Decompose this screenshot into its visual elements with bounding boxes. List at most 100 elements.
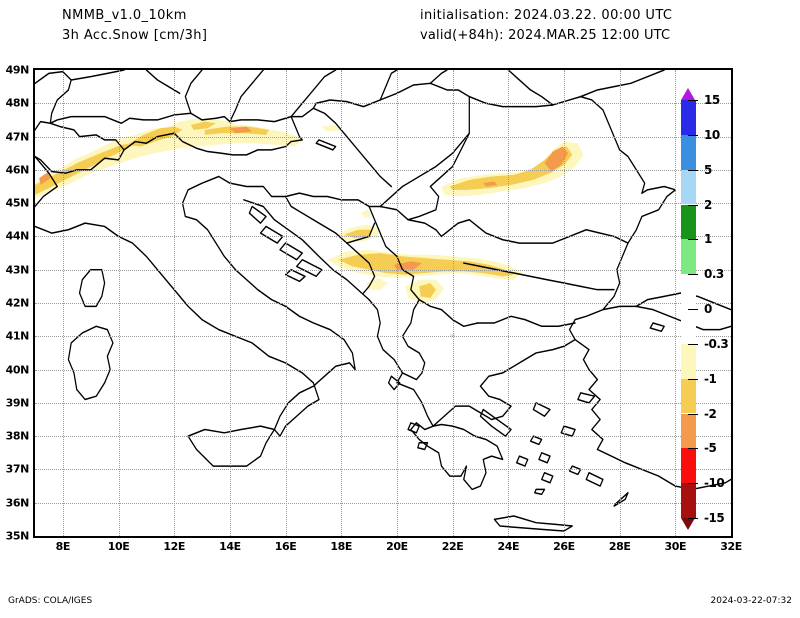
lon-tick-30E: 30E	[664, 540, 687, 553]
snow-area-slovakia	[321, 124, 342, 132]
header: NMMB_v1.0_10km 3h Acc.Snow [cm/3h] initi…	[0, 0, 800, 56]
colorbar-tick-3: 2	[704, 197, 712, 212]
initialisation-line: initialisation: 2024.03.22. 00:00 UTC	[420, 8, 673, 23]
snow-area-carpathians-mid	[449, 146, 573, 190]
gridline-lat-45	[35, 203, 731, 205]
gridline-lat-44	[35, 236, 731, 238]
colorbar-tickmark-0	[688, 100, 698, 101]
colorbar-tick-4: 1	[704, 232, 712, 247]
snow-area-alps-hot	[39, 171, 51, 185]
snow-area-alps-hot-2	[229, 126, 253, 134]
grads-credit: GrADS: COLA/IGES	[8, 596, 93, 606]
lon-tick-16E: 16E	[274, 540, 297, 553]
colorbar-tick-7: -0.3	[704, 336, 729, 351]
lon-tick-14E: 14E	[219, 540, 241, 553]
gridline-lat-39	[35, 402, 731, 404]
colorbar-band-10_to_15[interactable]	[681, 100, 696, 135]
colorbar-tick-10: -5	[704, 441, 717, 456]
snow-area-alps-halo	[35, 124, 303, 199]
gridline-lat-40	[35, 369, 731, 371]
snow-area-hungary-dot	[360, 209, 372, 219]
colorbar-band--2_to_-1[interactable]	[681, 378, 696, 414]
colorbar-band-0_to_0_3[interactable]	[681, 274, 696, 309]
render-timestamp: 2024-03-22-07:32	[710, 596, 793, 606]
lon-tick-22E: 22E	[441, 540, 464, 553]
colorbar-tickmark-12	[688, 518, 698, 519]
gridline-lat-38	[35, 436, 731, 438]
colorbar-tickmark-4	[688, 239, 698, 241]
longitude-axis: 8E 10E 12E 14E 16E 18E 20E 22E 24E 26E 28E 30E 32E	[33, 540, 743, 560]
lat-tick-46N: 46N	[5, 163, 30, 177]
lat-tick-43N: 43N	[5, 263, 30, 277]
colorbar-band--0_3_to_0[interactable]	[681, 309, 696, 344]
colorbar-tick-8: -1	[704, 371, 717, 386]
colorbar-band-2_to_5[interactable]	[681, 169, 696, 205]
lon-tick-32E: 32E	[720, 540, 742, 553]
lon-tick-8E: 8E	[55, 540, 71, 553]
colorbar-tickmark-3	[688, 204, 698, 206]
colorbar-tick-12: -15	[704, 511, 725, 525]
colorbar-band--5_to_-2[interactable]	[681, 413, 696, 449]
snow-area-bosnia-core	[344, 229, 372, 239]
colorbar-arrow-bottom	[681, 518, 695, 530]
gridline-lat-46	[35, 169, 731, 171]
lon-tick-26E: 26E	[553, 540, 575, 553]
colorbar-tick-6: 0	[704, 302, 712, 316]
lon-tick-28E: 28E	[608, 540, 631, 553]
lon-tick-18E: 18E	[330, 540, 353, 553]
colorbar-tickmark-1	[688, 134, 698, 136]
colorbar-tickmark-10	[688, 448, 698, 450]
colorbar-tickmark-5	[688, 274, 698, 276]
gridline-lat-43	[35, 269, 731, 271]
colorbar-labels: 15 10 5 2 1 0.3 0 -0.3 -1 -2 -5 -10 -15	[688, 88, 756, 530]
colorbar-tick-9: -2	[704, 406, 717, 421]
colorbar-tick-11: -10	[704, 476, 725, 491]
colorbar-tickmark-6	[688, 309, 698, 310]
gridline-lat-42	[35, 303, 731, 304]
colorbar-band-0_3_to_1[interactable]	[681, 239, 696, 275]
colorbar-tick-1: 10	[704, 127, 720, 142]
colorbar-tickmark-2	[688, 169, 698, 171]
lon-tick-20E: 20E	[386, 540, 408, 553]
map-plot-area[interactable]	[33, 68, 733, 538]
map-canvas	[35, 70, 731, 536]
gridline-lat-47	[35, 136, 731, 138]
snow-area-alps-halo-2	[107, 118, 236, 165]
colorbar-band-5_to_10[interactable]	[681, 134, 696, 170]
colorbar-band--10_to_-5[interactable]	[681, 448, 696, 484]
valid-line: valid(+84h): 2024.MAR.25 12:00 UTC	[420, 28, 671, 43]
lat-tick-44N: 44N	[5, 229, 30, 243]
lat-tick-35N: 35N	[5, 529, 30, 543]
lat-tick-37N: 37N	[5, 462, 30, 476]
model-name: NMMB_v1.0_10km	[62, 8, 187, 23]
lat-tick-47N: 47N	[5, 130, 30, 144]
colorbar-tickmark-11	[688, 483, 698, 485]
gridline-lat-48	[35, 103, 731, 105]
lat-tick-38N: 38N	[5, 429, 30, 443]
lat-tick-48N: 48N	[5, 96, 30, 110]
lat-tick-39N: 39N	[5, 396, 30, 410]
snow-area-macedonia-core	[419, 283, 436, 299]
lon-tick-12E: 12E	[163, 540, 185, 553]
lat-tick-40N: 40N	[5, 363, 30, 377]
colorbar-band--15_to_-10[interactable]	[681, 483, 696, 518]
model-field: 3h Acc.Snow [cm/3h]	[62, 28, 208, 43]
lat-tick-36N: 36N	[5, 496, 30, 510]
lat-tick-49N: 49N	[5, 63, 30, 77]
colorbar-tick-5: 0.3	[704, 267, 724, 282]
lat-tick-45N: 45N	[5, 196, 30, 210]
lat-tick-41N: 41N	[5, 329, 30, 343]
colorbar-band--1_to_-0_3[interactable]	[681, 343, 696, 379]
model-title: NMMB_v1.0_10km 3h Acc.Snow [cm/3h]	[62, 6, 207, 46]
footer: GrADS: COLA/IGES 2024-03-22-07:32	[0, 596, 800, 614]
colorbar-tick-0: 15	[704, 93, 720, 107]
colorbar-tickmark-7	[688, 343, 698, 345]
colorbar-tick-2: 5	[704, 162, 712, 177]
latitude-axis: 49N 48N 47N 46N 45N 44N 43N 42N 41N 40N 39N 38N 37N 3…	[0, 64, 31, 543]
colorbar-band-1_to_2[interactable]	[681, 204, 696, 240]
lon-tick-10E: 10E	[107, 540, 130, 553]
run-info: initialisation: 2024.03.22. 00:00 UTC va…	[420, 6, 672, 46]
gridline-lat-41	[35, 336, 731, 338]
colorbar[interactable]	[681, 88, 696, 530]
lon-tick-24E: 24E	[497, 540, 520, 553]
